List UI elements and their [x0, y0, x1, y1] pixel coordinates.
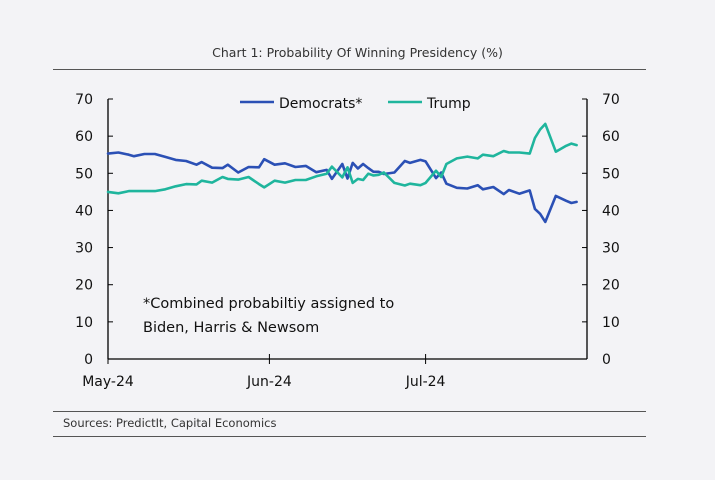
y-tick-label-left: 70: [75, 92, 93, 108]
series-line-trump: [106, 122, 578, 195]
y-tick-label-left: 30: [75, 241, 93, 257]
annotation-text: *Combined probabiltiy assigned to: [143, 296, 394, 312]
top-rule: [53, 69, 646, 70]
chart-axes: 0 0 10 10 20 20 30 30 40 40 50 50 60 60 70 70 May-24 Jun-…: [75, 92, 620, 390]
x-tick-label: Jul-24: [405, 374, 446, 390]
bottom-rule: [53, 411, 646, 412]
y-tick-label-left: 20: [75, 278, 93, 294]
y-tick-label-right: 60: [602, 129, 620, 145]
legend-label: Democrats*: [279, 96, 362, 112]
y-tick-label-right: 10: [602, 315, 620, 331]
chart-annotation: *Combined probabiltiy assigned to Biden, …: [143, 296, 394, 336]
y-tick-label-right: 20: [602, 278, 620, 294]
x-tick-label: May-24: [82, 374, 134, 390]
chart-legend: Democrats* Trump: [240, 96, 471, 112]
chart-title: Chart 1: Probability Of Winning Presiden…: [212, 45, 503, 60]
x-tick-label: Jun-24: [246, 374, 292, 390]
y-tick-label-right: 40: [602, 203, 620, 219]
y-tick-label-left: 60: [75, 129, 93, 145]
footer-rule: [53, 436, 646, 437]
series-line-democrats: [106, 151, 578, 224]
annotation-text: Biden, Harris & Newsom: [143, 320, 319, 336]
y-tick-label-right: 70: [602, 92, 620, 108]
y-tick-label-right: 50: [602, 166, 620, 182]
legend-label: Trump: [426, 96, 471, 112]
y-tick-label-right: 30: [602, 241, 620, 257]
y-tick-label-left: 50: [75, 166, 93, 182]
source-note: Sources: PredictIt, Capital Economics: [63, 416, 277, 430]
y-tick-label-left: 10: [75, 315, 93, 331]
y-tick-label-right: 0: [602, 352, 611, 368]
y-tick-label-left: 0: [84, 352, 93, 368]
series-layer: [106, 122, 578, 224]
y-tick-label-left: 40: [75, 203, 93, 219]
